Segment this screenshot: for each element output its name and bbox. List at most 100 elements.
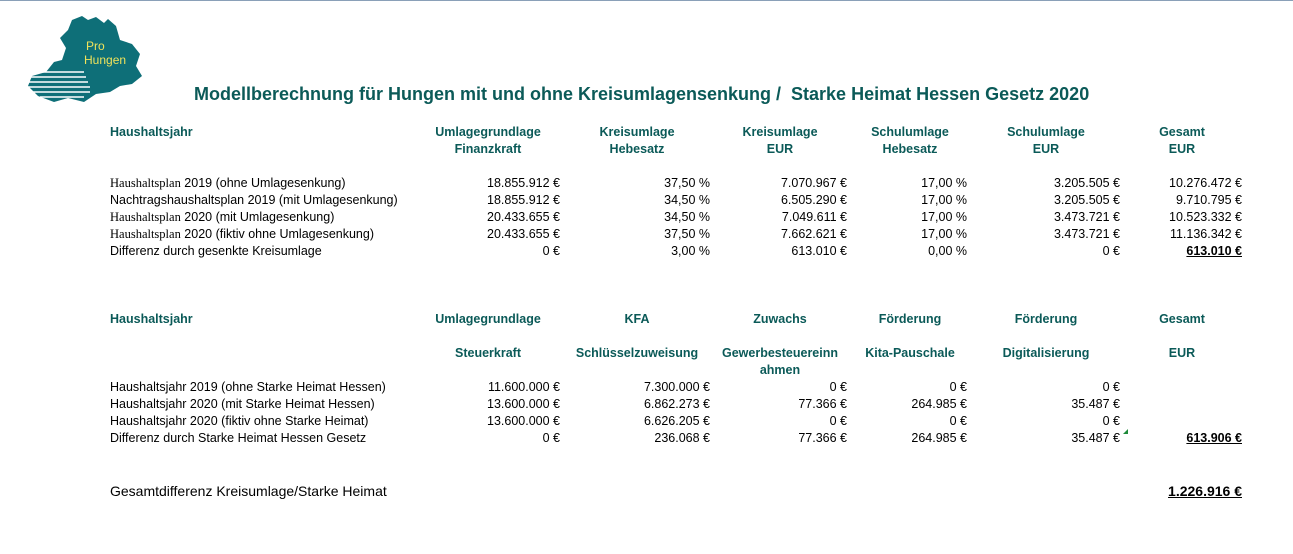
- t2-cell: 13.600.000 €: [487, 414, 560, 428]
- t1-row-label-prefix: Haushaltsplan: [110, 210, 181, 224]
- pro-hungen-logo: Pro Hungen: [26, 16, 142, 102]
- t1-row-label-suffix: 2020 (mit Umlagesenkung): [180, 210, 335, 224]
- t2-cell: 0 €: [542, 431, 560, 445]
- t1-cell: 7.049.611 €: [781, 210, 847, 224]
- grand-total-label: Gesamtdifferenz Kreisumlage/Starke Heima…: [110, 483, 387, 499]
- t2-row-label: Haushaltsjahr 2019 (ohne Starke Heimat H…: [110, 380, 386, 394]
- t2-cell: 236.068 €: [654, 431, 710, 445]
- t2-header-c2a: KFA: [624, 312, 650, 326]
- t1-header-c5b: EUR: [1032, 142, 1060, 156]
- t2-cell: 35.487 €: [1071, 431, 1120, 445]
- t2-header-c4b: Kita-Pauschale: [865, 346, 955, 360]
- t1-row-label-suffix: 2019 (ohne Umlagesenkung): [180, 176, 346, 190]
- t1-header-c4b: Hebesatz: [882, 142, 938, 156]
- t2-cell: 0 €: [949, 414, 967, 428]
- t2-cell: 35.487 €: [1071, 397, 1120, 411]
- t2-header-c6b: EUR: [1168, 346, 1196, 360]
- t1-cell: 3.473.721 €: [1053, 227, 1120, 241]
- t1-cell: 7.662.621 €: [780, 227, 847, 241]
- t1-cell: 17,00 %: [921, 176, 967, 190]
- t1-row-label: Differenz durch gesenkte Kreisumlage: [110, 243, 322, 260]
- t2-cell: 0 €: [829, 414, 847, 428]
- t1-cell: 34,50 %: [664, 210, 710, 224]
- t1-cell: 34,50 %: [664, 193, 710, 207]
- t1-cell: 10.523.332 €: [1169, 210, 1242, 224]
- t1-row-label-suffix: 2020 (fiktiv ohne Umlagesenkung): [180, 227, 374, 241]
- t1-total-difference: 613.010 €: [1186, 244, 1242, 258]
- t2-header-year: Haushaltsjahr: [110, 312, 193, 326]
- t1-cell: 17,00 %: [921, 210, 967, 224]
- t2-cell: 0 €: [949, 380, 967, 394]
- t1-cell: 37,50 %: [664, 227, 710, 241]
- logo-text-pro: Pro: [86, 39, 105, 53]
- t1-cell: 3.205.505 €: [1053, 176, 1120, 190]
- t1-header-c1b: Finanzkraft: [454, 142, 522, 156]
- t2-header-c3a: Zuwachs: [753, 312, 807, 326]
- t1-row-label: Haushaltsplan 2019 (ohne Umlagesenkung): [110, 175, 346, 192]
- t2-cell: 0 €: [1102, 414, 1120, 428]
- t1-cell: 3.205.505 €: [1053, 193, 1120, 207]
- t2-cell: 13.600.000 €: [487, 397, 560, 411]
- t1-cell: 20.433.655 €: [487, 227, 560, 241]
- t1-header-c5a: Schulumlage: [1007, 125, 1085, 139]
- t2-header-c6a: Gesamt: [1159, 312, 1205, 326]
- t1-header-c6a: Gesamt: [1159, 125, 1205, 139]
- t1-cell: 0 €: [542, 244, 560, 258]
- t1-cell: 3,00 %: [671, 244, 710, 258]
- t2-row-label: Differenz durch Starke Heimat Hessen Ges…: [110, 431, 367, 445]
- t1-row-label-suffix: Differenz durch gesenkte Kreisumlage: [110, 244, 322, 258]
- t2-cell: 11.600.000 €: [487, 380, 560, 394]
- t2-row-label: Haushaltsjahr 2020 (fiktiv ohne Starke H…: [110, 414, 369, 428]
- t2-cell: 0 €: [1102, 380, 1120, 394]
- t1-cell: 37,50 %: [664, 176, 710, 190]
- t2-header-c1b: Steuerkraft: [455, 346, 521, 360]
- t1-cell: 20.433.655 €: [487, 210, 560, 224]
- t1-header-c6b: EUR: [1168, 142, 1196, 156]
- t1-header-c2b: Hebesatz: [609, 142, 665, 156]
- t1-cell: 7.070.967 €: [780, 176, 847, 190]
- t1-header-c2a: Kreisumlage: [599, 125, 675, 139]
- t1-row-label-suffix: Nachtragshaushaltsplan 2019 (mit Umlages…: [110, 193, 398, 207]
- t1-header-c3b: EUR: [766, 142, 794, 156]
- t2-header-c5a: Förderung: [1014, 312, 1078, 326]
- t2-total-difference: 613.906 €: [1186, 431, 1242, 445]
- t1-cell: 10.276.472 €: [1169, 176, 1242, 190]
- t1-cell: 11.136.342 €: [1169, 227, 1242, 241]
- t1-cell: 3.473.721 €: [1053, 210, 1120, 224]
- t2-cell: 77.366 €: [798, 397, 847, 411]
- page-title: Modellberechnung für Hungen mit und ohne…: [194, 84, 1090, 104]
- t1-cell: 17,00 %: [921, 227, 967, 241]
- t1-cell: 18.855.912 €: [487, 176, 560, 190]
- t1-row-label: Nachtragshaushaltsplan 2019 (mit Umlages…: [110, 192, 398, 209]
- t1-cell: 613.010 €: [791, 244, 847, 258]
- top-border: [0, 0, 1293, 1]
- logo-text-hungen: Hungen: [84, 53, 126, 67]
- t1-cell: 0 €: [1102, 244, 1120, 258]
- t2-header-c3b: Gewerbesteuereinn: [721, 346, 838, 360]
- t2-cell: 6.862.273 €: [643, 397, 710, 411]
- t1-cell: 9.710.795 €: [1175, 193, 1242, 207]
- t1-header-c4a: Schulumlage: [871, 125, 949, 139]
- t2-header-c3c: ahmen: [759, 363, 801, 377]
- t2-cell: 7.300.000 €: [643, 380, 710, 394]
- t2-header-c4a: Förderung: [878, 312, 942, 326]
- t2-header-c2b: Schlüsselzuweisung: [575, 346, 699, 360]
- grand-total-value: 1.226.916 €: [1168, 483, 1242, 499]
- t1-header-c1a: Umlagegrundlage: [435, 125, 541, 139]
- t2-cell: 6.626.205 €: [643, 414, 710, 428]
- t2-header-c1a: Umlagegrundlage: [435, 312, 541, 326]
- t2-cell: 264.985 €: [911, 397, 967, 411]
- t1-row-label: Haushaltsplan 2020 (mit Umlagesenkung): [110, 209, 334, 226]
- t1-cell: 17,00 %: [921, 193, 967, 207]
- t2-row-label: Haushaltsjahr 2020 (mit Starke Heimat He…: [110, 397, 375, 411]
- t2-header-c5b: Digitalisierung: [1002, 346, 1090, 360]
- t1-row-label: Haushaltsplan 2020 (fiktiv ohne Umlagese…: [110, 226, 374, 243]
- t2-cell: 264.985 €: [911, 431, 967, 445]
- t2-cell: 0 €: [829, 380, 847, 394]
- t1-cell: 6.505.290 €: [780, 193, 847, 207]
- t1-row-label-prefix: Haushaltsplan: [110, 176, 181, 190]
- t1-cell: 18.855.912 €: [487, 193, 560, 207]
- t1-cell: 0,00 %: [928, 244, 967, 258]
- t2-cell: 77.366 €: [798, 431, 847, 445]
- t1-header-c3a: Kreisumlage: [742, 125, 818, 139]
